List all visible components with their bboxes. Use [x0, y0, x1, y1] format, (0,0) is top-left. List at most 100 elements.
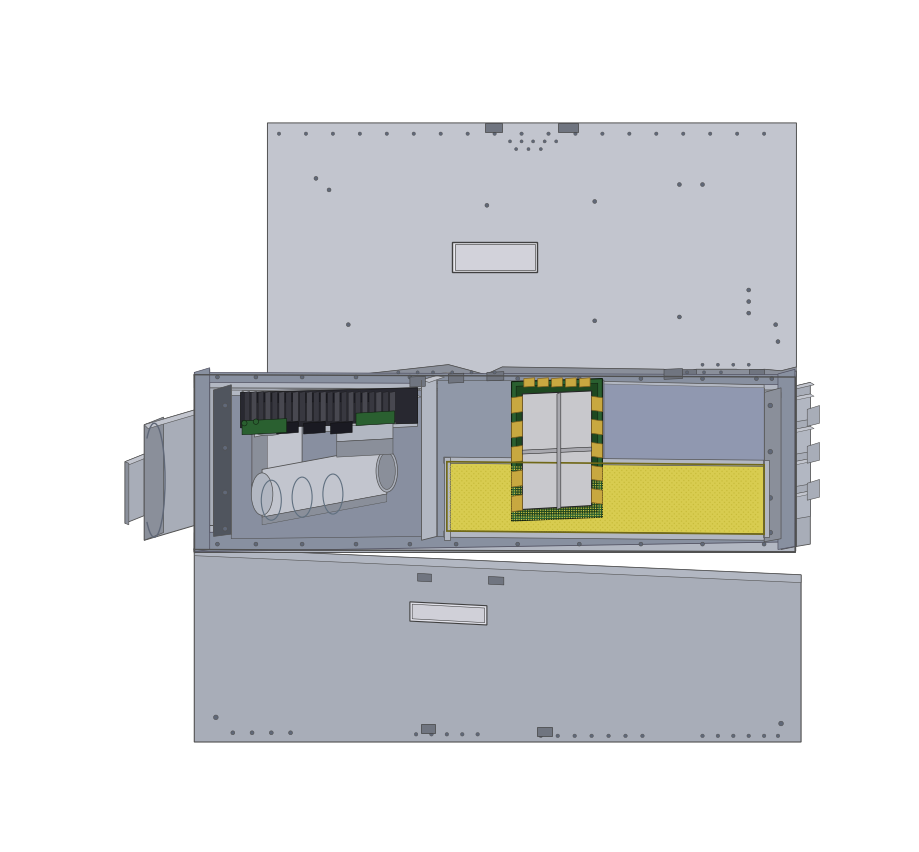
Circle shape: [496, 509, 498, 511]
Polygon shape: [327, 392, 333, 423]
Polygon shape: [194, 373, 794, 385]
Circle shape: [496, 503, 498, 504]
Circle shape: [720, 519, 722, 521]
Circle shape: [492, 528, 494, 530]
Circle shape: [749, 488, 751, 489]
Circle shape: [568, 508, 570, 509]
Circle shape: [767, 450, 772, 454]
Circle shape: [661, 514, 663, 515]
Circle shape: [553, 491, 555, 492]
Polygon shape: [267, 366, 796, 394]
Circle shape: [577, 529, 579, 531]
Circle shape: [687, 502, 688, 504]
Circle shape: [675, 504, 676, 505]
Circle shape: [656, 506, 658, 508]
Circle shape: [587, 520, 588, 521]
Circle shape: [754, 516, 755, 518]
Circle shape: [563, 491, 564, 492]
Circle shape: [549, 496, 550, 497]
Circle shape: [551, 510, 552, 511]
Circle shape: [613, 510, 615, 512]
Circle shape: [737, 486, 739, 487]
Circle shape: [583, 477, 584, 478]
Circle shape: [735, 504, 736, 506]
Circle shape: [463, 499, 464, 501]
Circle shape: [599, 520, 600, 521]
Circle shape: [520, 531, 522, 532]
Circle shape: [697, 531, 698, 532]
Circle shape: [547, 479, 548, 481]
Circle shape: [357, 133, 361, 136]
Circle shape: [689, 475, 691, 477]
Circle shape: [752, 474, 753, 475]
Circle shape: [575, 505, 576, 507]
Circle shape: [744, 507, 746, 509]
Circle shape: [222, 404, 227, 408]
Circle shape: [549, 472, 550, 473]
Circle shape: [532, 527, 534, 528]
Circle shape: [720, 483, 722, 485]
Circle shape: [656, 515, 658, 517]
Circle shape: [459, 475, 460, 477]
Circle shape: [616, 470, 617, 471]
Circle shape: [459, 478, 460, 480]
Circle shape: [477, 474, 479, 475]
Circle shape: [480, 469, 482, 470]
Circle shape: [489, 512, 491, 513]
Circle shape: [683, 471, 684, 472]
Circle shape: [542, 500, 543, 502]
Circle shape: [454, 511, 455, 513]
Circle shape: [641, 515, 643, 517]
Circle shape: [448, 514, 450, 515]
Polygon shape: [194, 525, 794, 552]
Circle shape: [580, 475, 582, 476]
Circle shape: [506, 479, 507, 480]
Circle shape: [625, 475, 627, 476]
Circle shape: [445, 733, 448, 736]
Circle shape: [630, 515, 631, 517]
Circle shape: [553, 484, 555, 485]
Circle shape: [587, 486, 588, 488]
Circle shape: [499, 479, 500, 480]
Circle shape: [431, 371, 434, 375]
Circle shape: [544, 469, 546, 471]
Circle shape: [671, 502, 672, 503]
Circle shape: [732, 495, 734, 497]
Circle shape: [701, 481, 703, 482]
Circle shape: [687, 531, 688, 532]
Circle shape: [504, 474, 505, 475]
Circle shape: [508, 521, 510, 523]
Circle shape: [671, 499, 672, 501]
Circle shape: [537, 515, 539, 516]
Circle shape: [713, 469, 715, 470]
Circle shape: [623, 515, 624, 517]
Circle shape: [747, 471, 748, 473]
Circle shape: [723, 519, 724, 521]
Circle shape: [620, 515, 622, 517]
Circle shape: [472, 502, 474, 504]
Circle shape: [671, 506, 672, 508]
Circle shape: [577, 532, 579, 533]
Circle shape: [448, 466, 450, 468]
Circle shape: [608, 480, 610, 481]
Circle shape: [530, 491, 531, 492]
Circle shape: [494, 479, 495, 480]
Circle shape: [448, 478, 450, 480]
Circle shape: [628, 504, 629, 505]
Circle shape: [492, 503, 494, 504]
Circle shape: [496, 519, 498, 521]
Circle shape: [673, 528, 675, 529]
Circle shape: [559, 469, 560, 471]
Circle shape: [580, 496, 582, 498]
Circle shape: [637, 518, 639, 520]
Circle shape: [589, 505, 591, 507]
Circle shape: [465, 521, 467, 522]
Circle shape: [689, 521, 691, 522]
Circle shape: [565, 484, 567, 486]
Circle shape: [737, 521, 739, 523]
Circle shape: [535, 476, 536, 478]
Circle shape: [756, 488, 758, 490]
Circle shape: [752, 469, 753, 470]
Circle shape: [754, 505, 755, 506]
Circle shape: [711, 502, 712, 504]
